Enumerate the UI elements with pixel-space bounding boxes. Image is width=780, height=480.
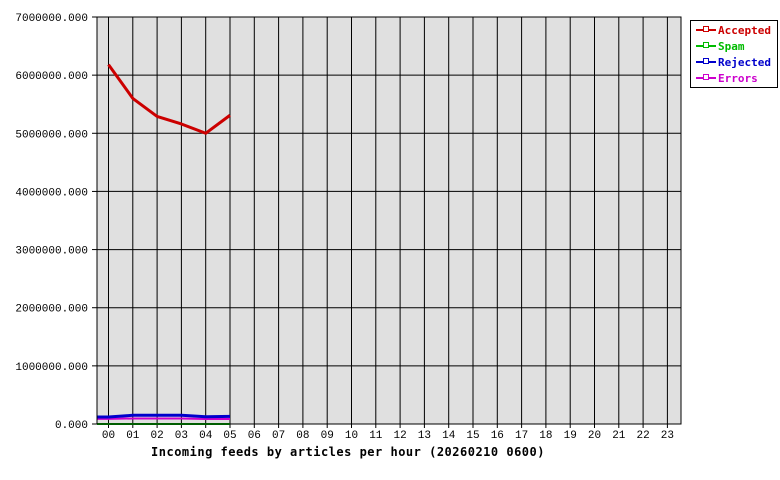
x-tick-label: 11 (369, 430, 383, 442)
x-tick-label: 09 (321, 430, 334, 442)
y-tick-label: 6000000.000 (15, 71, 88, 83)
y-tick-label: 0.000 (55, 420, 88, 432)
x-tick-label: 22 (636, 430, 649, 442)
square-marker-icon (703, 58, 709, 64)
plot-area (97, 17, 681, 424)
x-tick-label: 15 (466, 430, 479, 442)
x-tick-label: 13 (418, 430, 431, 442)
x-tick-label: 08 (296, 430, 309, 442)
x-tick-label: 07 (272, 430, 285, 442)
x-tick-label: 19 (564, 430, 577, 442)
y-tick-label: 5000000.000 (15, 129, 88, 141)
legend-line-marker-spam (696, 38, 718, 54)
legend-line-marker-accepted (696, 22, 718, 38)
x-tick-label: 14 (442, 430, 456, 442)
x-tick-label: 05 (223, 430, 236, 442)
x-tick-label: 16 (491, 430, 504, 442)
x-tick-label: 21 (612, 430, 626, 442)
x-tick-label: 06 (248, 430, 261, 442)
square-marker-icon (703, 74, 709, 80)
x-tick-label: 00 (102, 430, 115, 442)
legend-item-errors: Errors (696, 70, 777, 86)
x-tick-label: 01 (126, 430, 140, 442)
x-tick-label: 18 (539, 430, 552, 442)
legend: Accepted Spam Rejected Errors (690, 20, 778, 88)
y-tick-label: 1000000.000 (15, 362, 88, 374)
legend-item-accepted: Accepted (696, 22, 777, 38)
series-line-rejected (97, 413, 231, 419)
legend-label-errors: Errors (718, 71, 758, 85)
square-marker-icon (703, 42, 709, 48)
square-marker-icon (703, 26, 709, 32)
x-tick-label: 10 (345, 430, 358, 442)
x-tick-label: 04 (199, 430, 213, 442)
series-line-errors (97, 417, 231, 421)
legend-label-rejected: Rejected (718, 55, 771, 69)
x-tick-label: 03 (175, 430, 188, 442)
series-line-accepted (107, 63, 231, 135)
x-tick-label: 17 (515, 430, 528, 442)
legend-label-accepted: Accepted (718, 23, 771, 37)
x-tick-label: 02 (150, 430, 163, 442)
legend-label-spam: Spam (718, 39, 745, 53)
legend-item-spam: Spam (696, 38, 777, 54)
legend-line-marker-errors (696, 70, 718, 86)
x-tick-label: 12 (393, 430, 406, 442)
y-tick-label: 2000000.000 (15, 304, 88, 316)
plot-border (96, 16, 682, 425)
x-tick-label: 20 (588, 430, 601, 442)
x-tick-label: 23 (661, 430, 674, 442)
y-tick-label: 4000000.000 (15, 187, 88, 199)
y-tick-label: 7000000.000 (15, 13, 88, 25)
y-tick-label: 3000000.000 (15, 246, 88, 258)
legend-item-rejected: Rejected (696, 54, 777, 70)
legend-line-marker-rejected (696, 54, 718, 70)
chart-title: Incoming feeds by articles per hour (202… (151, 445, 545, 459)
